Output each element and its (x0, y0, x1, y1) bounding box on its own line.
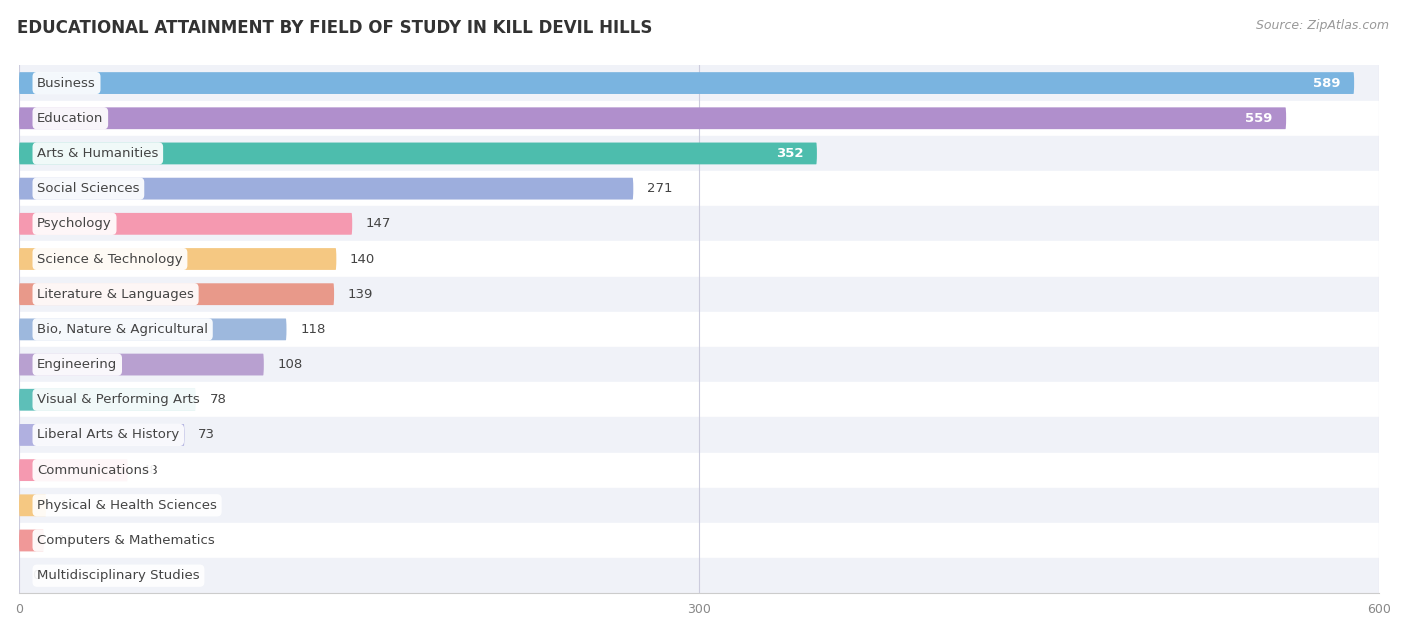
Text: Source: ZipAtlas.com: Source: ZipAtlas.com (1256, 19, 1389, 32)
Text: Visual & Performing Arts: Visual & Performing Arts (37, 393, 200, 406)
Text: Psychology: Psychology (37, 217, 112, 230)
Text: 73: 73 (198, 428, 215, 442)
FancyBboxPatch shape (20, 107, 1286, 129)
Text: 352: 352 (776, 147, 803, 160)
Text: Engineering: Engineering (37, 358, 117, 371)
Bar (20, 523, 1379, 558)
Bar (20, 136, 1379, 171)
Text: Social Sciences: Social Sciences (37, 182, 139, 195)
FancyBboxPatch shape (20, 529, 44, 551)
FancyBboxPatch shape (20, 459, 128, 481)
Text: 559: 559 (1246, 112, 1272, 125)
FancyBboxPatch shape (20, 353, 264, 375)
Text: 140: 140 (350, 252, 375, 266)
Bar (20, 171, 1379, 206)
FancyBboxPatch shape (20, 319, 287, 340)
FancyBboxPatch shape (20, 178, 633, 199)
Bar (20, 276, 1379, 312)
Text: 118: 118 (299, 323, 325, 336)
Text: 108: 108 (277, 358, 302, 371)
Text: Science & Technology: Science & Technology (37, 252, 183, 266)
FancyBboxPatch shape (20, 143, 817, 164)
Bar (20, 206, 1379, 242)
Text: 139: 139 (347, 288, 373, 301)
Text: EDUCATIONAL ATTAINMENT BY FIELD OF STUDY IN KILL DEVIL HILLS: EDUCATIONAL ATTAINMENT BY FIELD OF STUDY… (17, 19, 652, 37)
Bar (20, 101, 1379, 136)
Bar (20, 452, 1379, 488)
FancyBboxPatch shape (20, 424, 184, 446)
Text: Arts & Humanities: Arts & Humanities (37, 147, 159, 160)
Text: Computers & Mathematics: Computers & Mathematics (37, 534, 215, 547)
FancyBboxPatch shape (20, 495, 46, 516)
Bar (20, 488, 1379, 523)
FancyBboxPatch shape (20, 283, 335, 305)
Bar (20, 66, 1379, 101)
Bar (20, 347, 1379, 382)
Bar (20, 312, 1379, 347)
Bar (20, 382, 1379, 417)
Bar (20, 417, 1379, 452)
Text: Business: Business (37, 76, 96, 90)
Text: 589: 589 (1313, 76, 1340, 90)
Text: 271: 271 (647, 182, 672, 195)
Text: Communications: Communications (37, 464, 149, 476)
Text: Liberal Arts & History: Liberal Arts & History (37, 428, 180, 442)
Bar (20, 242, 1379, 276)
FancyBboxPatch shape (20, 213, 353, 235)
Text: Bio, Nature & Agricultural: Bio, Nature & Agricultural (37, 323, 208, 336)
Text: 48: 48 (142, 464, 157, 476)
Text: Literature & Languages: Literature & Languages (37, 288, 194, 301)
FancyBboxPatch shape (20, 248, 336, 270)
Text: 147: 147 (366, 217, 391, 230)
FancyBboxPatch shape (20, 72, 1354, 94)
Text: Education: Education (37, 112, 104, 125)
Text: Multidisciplinary Studies: Multidisciplinary Studies (37, 569, 200, 582)
FancyBboxPatch shape (20, 389, 195, 411)
Text: 12: 12 (60, 499, 77, 512)
Bar (20, 558, 1379, 593)
Text: Physical & Health Sciences: Physical & Health Sciences (37, 499, 217, 512)
Text: 11: 11 (58, 534, 75, 547)
Text: 78: 78 (209, 393, 226, 406)
Text: 0: 0 (32, 569, 41, 582)
